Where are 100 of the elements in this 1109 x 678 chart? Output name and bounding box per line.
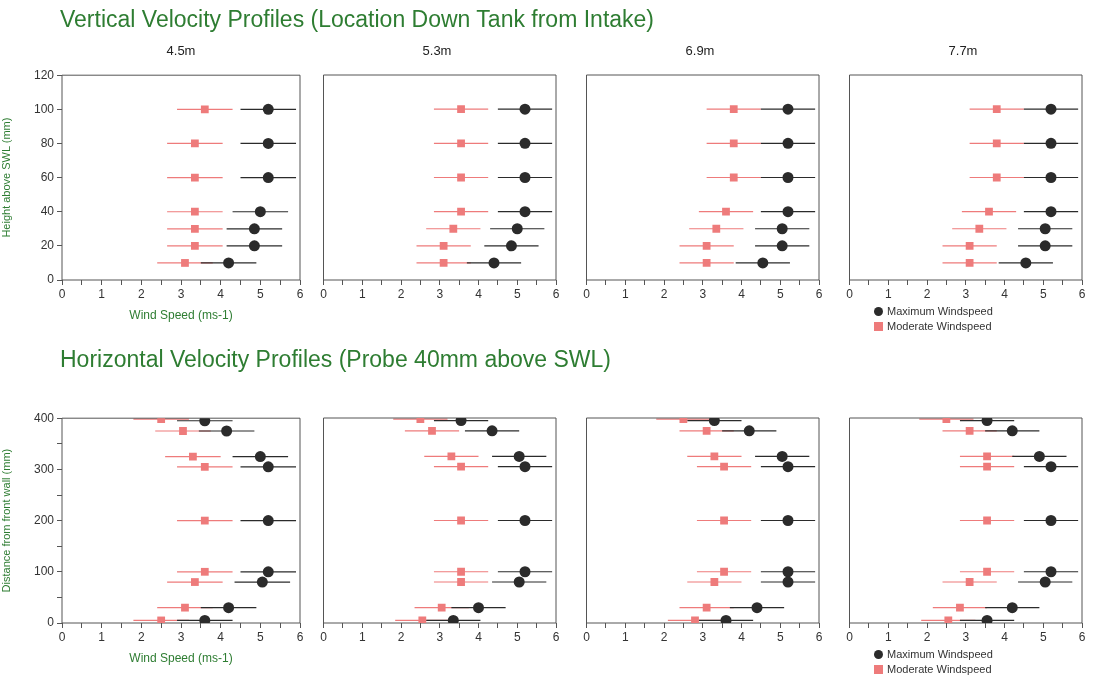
x-tick-label: 2 [397,286,405,301]
point [256,576,268,588]
y-tick-label: 120 [33,67,55,82]
point [190,578,199,586]
x-tick-label: 4 [738,286,746,301]
x-tick-label: 1 [358,629,366,644]
y-tick-label: 200 [33,512,55,527]
point [189,452,197,461]
point [428,426,436,435]
point [254,451,266,463]
point [691,616,699,623]
y-tick-label: 60 [40,169,55,184]
point [965,578,974,586]
x-tick-label: 6 [296,629,304,644]
point [729,139,738,148]
point [782,206,794,218]
x-tick-label: 2 [660,629,668,644]
x-tick-label: 5 [776,286,784,301]
point [729,173,738,182]
point [776,223,788,235]
point [457,139,465,148]
point [457,173,465,182]
x-tick-label: 5 [513,629,521,644]
point [992,173,1001,182]
point [1020,257,1032,269]
x-tick-label: 0 [583,286,591,301]
x-tick-label: 4 [475,629,483,644]
x-tick-label: 2 [923,286,931,301]
point [782,137,794,149]
point [457,578,465,586]
x-tick-label: 5 [1039,629,1047,644]
point [511,223,523,235]
chart-subtitle: 5.3m [421,43,453,58]
point [720,516,728,525]
point [782,103,794,115]
point [262,137,274,149]
y-tick-label: 0 [47,272,55,287]
x-tick-label: 6 [815,286,823,301]
chart-title: Horizontal Velocity Profiles (Probe 40mm above SWL) [60,346,611,373]
point [782,576,794,588]
point [702,241,711,250]
point [944,616,953,623]
point [223,257,235,269]
point [223,602,235,614]
point [200,516,209,525]
x-tick-label: 3 [962,286,970,301]
y-axis-title: Height above SWL (mm) [0,117,12,238]
point [1039,240,1051,252]
point [776,450,788,462]
x-tick-label: 6 [815,629,823,644]
x-tick-label: 6 [1078,629,1086,644]
x-tick-label: 6 [552,629,560,644]
point [486,425,498,437]
point [1045,137,1057,149]
point [199,418,211,427]
point [981,418,993,427]
point [1045,206,1057,218]
point [519,515,531,526]
point [710,578,719,586]
point [776,240,788,252]
point [181,603,189,612]
point [992,105,1001,114]
x-tick-label: 2 [137,629,145,644]
point [190,139,199,148]
x-tick-label: 1 [884,286,892,301]
point [248,240,260,252]
x-tick-label: 2 [397,629,405,644]
x-tick-label: 4 [475,286,483,301]
point [190,241,199,250]
point [1006,602,1018,614]
point [782,515,794,526]
point [751,602,763,614]
point [190,207,199,216]
point [488,257,500,269]
point [457,462,465,471]
point [712,224,721,233]
y-tick-label: 100 [33,564,55,579]
legend-label: Maximum Windspeed [887,305,993,317]
text: Vertical Velocity Profiles (Location Down Tank from Intake) [60,6,655,33]
point [1045,172,1057,183]
point [519,172,531,183]
point [702,426,711,435]
x-axis-title: Wind Speed (ms-1) [129,651,233,666]
x-tick-label: 3 [699,629,707,644]
point [782,461,794,473]
x-tick-label: 4 [217,286,225,301]
point [418,616,427,623]
legend-label: Moderate Windspeed [887,320,992,332]
x-tick-label: 0 [320,629,328,644]
point [782,566,794,578]
point [449,224,458,233]
point [992,139,1001,148]
point [743,425,755,437]
point [519,566,531,578]
point [190,173,199,182]
point [983,462,991,471]
x-axis-title: Wind Speed (ms-1) [129,308,233,323]
x-tick-label: 4 [1001,286,1009,301]
point [262,103,274,115]
point [956,603,964,612]
